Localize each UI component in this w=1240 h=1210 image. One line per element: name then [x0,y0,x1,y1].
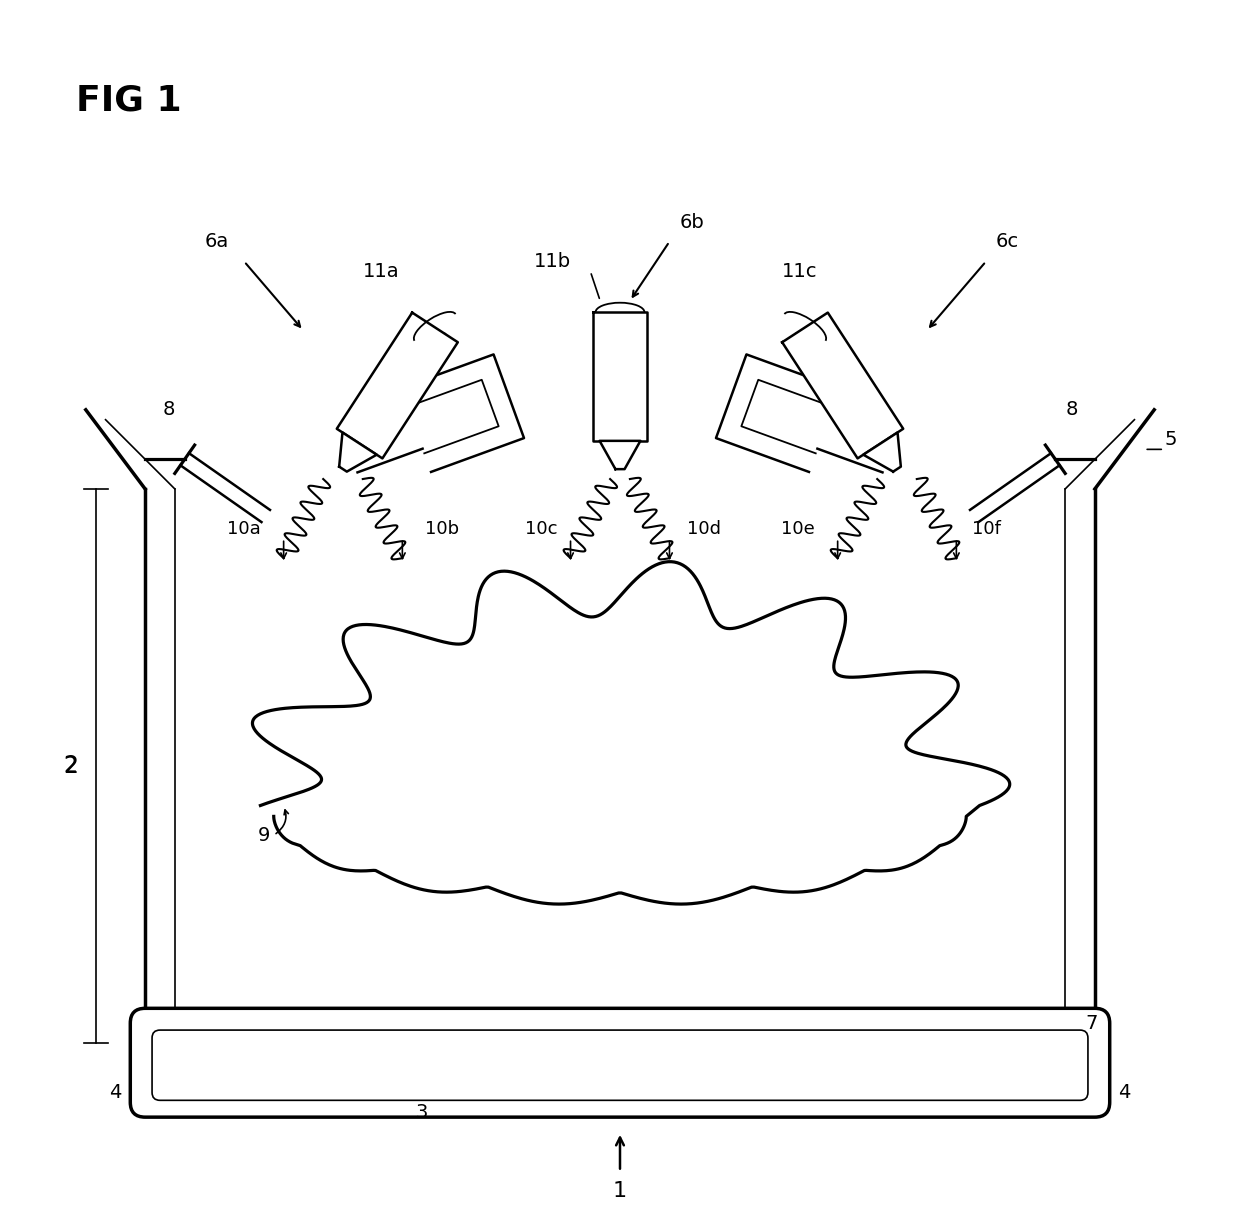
Polygon shape [340,432,377,472]
Text: 7: 7 [1085,1014,1097,1032]
Polygon shape [600,440,640,469]
Text: 6b: 6b [680,213,704,231]
Text: 8: 8 [162,401,175,420]
FancyBboxPatch shape [153,1030,1087,1100]
Text: 8: 8 [1065,401,1078,420]
Text: 10a: 10a [227,519,260,537]
Text: 9: 9 [258,825,270,845]
Text: 5: 5 [1164,430,1177,449]
Text: 11c: 11c [782,263,818,281]
FancyBboxPatch shape [130,1008,1110,1117]
Text: 6a: 6a [205,232,228,252]
Text: 11b: 11b [533,252,570,271]
Text: 1: 1 [613,1181,627,1202]
Text: 10f: 10f [972,519,1001,537]
Polygon shape [253,561,1009,904]
Polygon shape [782,312,903,459]
Text: 4: 4 [1118,1083,1131,1102]
Text: 10e: 10e [781,519,815,537]
Text: FIG 1: FIG 1 [76,83,181,117]
Text: 3: 3 [415,1102,428,1122]
Text: 10d: 10d [687,519,722,537]
Polygon shape [593,312,647,440]
Polygon shape [337,312,458,459]
Text: 11a: 11a [363,263,399,281]
Text: 2: 2 [64,756,78,776]
Text: 4: 4 [109,1083,122,1102]
Text: 2: 2 [63,754,78,778]
Text: 10c: 10c [525,519,557,537]
Polygon shape [863,432,900,472]
Text: 8: 8 [435,332,448,350]
Text: 10b: 10b [425,519,459,537]
Text: 8: 8 [792,332,805,350]
Text: 6c: 6c [996,232,1019,252]
